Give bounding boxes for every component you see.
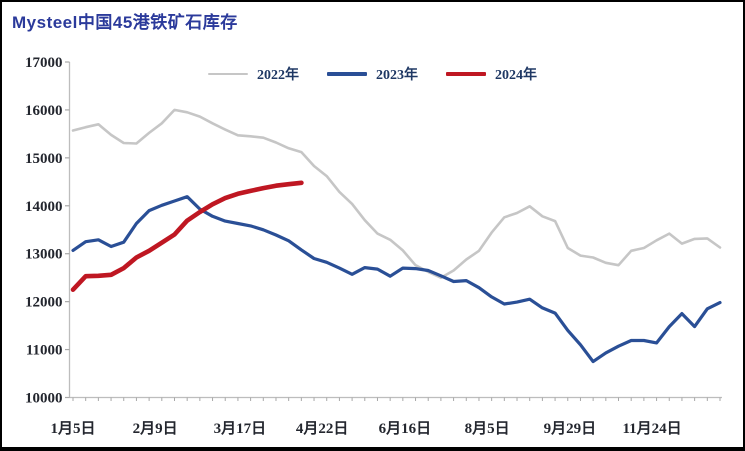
series-line-2022年 (71, 108, 722, 280)
series-line-2023年 (71, 195, 722, 364)
y-tick-label: 17000 (25, 55, 63, 71)
y-tick-label: 14000 (25, 199, 63, 215)
y-tick-label: 11000 (26, 343, 63, 359)
y-tick-label: 13000 (25, 247, 63, 263)
y-tick-label: 15000 (25, 151, 63, 167)
x-tick-label: 6月16日 (379, 420, 432, 437)
chart-title: Mysteel中国45港铁矿石库存 (12, 13, 238, 32)
y-tick-label: 16000 (25, 103, 63, 119)
x-tick-label: 9月29日 (544, 420, 597, 437)
x-tick-label: 8月5日 (465, 420, 510, 437)
x-tick-label: 4月22日 (296, 420, 349, 437)
x-tick-label: 1月5日 (50, 420, 95, 437)
x-tick-label: 3月17日 (214, 420, 267, 437)
x-tick-label: 11月24日 (622, 420, 681, 437)
y-tick-label: 12000 (25, 295, 63, 311)
series-line-2024年 (70, 180, 304, 293)
x-tick-label: 2月9日 (133, 420, 178, 437)
y-tick-label: 10000 (25, 391, 63, 407)
